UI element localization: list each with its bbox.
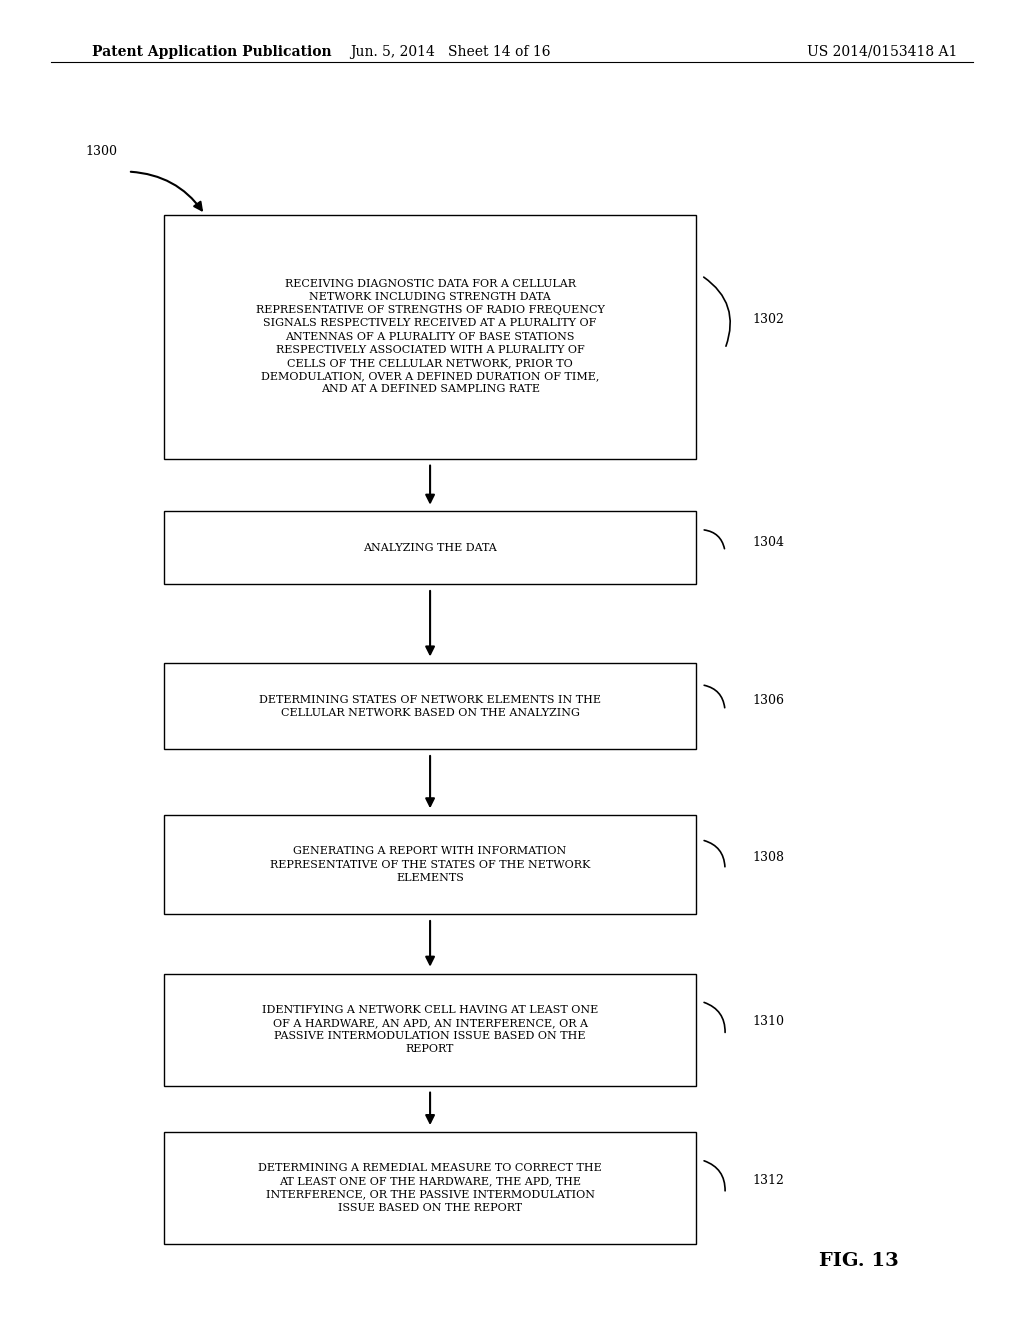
Bar [164,814,696,913]
Bar [164,974,696,1085]
Text: US 2014/0153418 A1: US 2014/0153418 A1 [807,45,957,59]
Bar [164,511,696,583]
Text: IDENTIFYING A NETWORK CELL HAVING AT LEAST ONE
OF A HARDWARE, AN APD, AN INTERFE: IDENTIFYING A NETWORK CELL HAVING AT LEA… [262,1005,598,1055]
Bar [164,664,696,750]
Text: ANALYZING THE DATA: ANALYZING THE DATA [364,543,497,553]
Text: 1312: 1312 [753,1173,784,1187]
Text: RECEIVING DIAGNOSTIC DATA FOR A CELLULAR
NETWORK INCLUDING STRENGTH DATA
REPRESE: RECEIVING DIAGNOSTIC DATA FOR A CELLULAR… [256,279,604,395]
Text: 1306: 1306 [753,694,784,706]
Text: FIG. 13: FIG. 13 [819,1251,899,1270]
Text: Patent Application Publication: Patent Application Publication [92,45,332,59]
Text: 1302: 1302 [753,313,784,326]
Bar [164,1133,696,1243]
Text: 1304: 1304 [753,536,784,549]
Text: 1300: 1300 [86,145,118,158]
Text: 1308: 1308 [753,851,784,865]
Text: 1310: 1310 [753,1015,784,1028]
Text: DETERMINING A REMEDIAL MEASURE TO CORRECT THE
AT LEAST ONE OF THE HARDWARE, THE : DETERMINING A REMEDIAL MEASURE TO CORREC… [258,1163,602,1213]
Text: GENERATING A REPORT WITH INFORMATION
REPRESENTATIVE OF THE STATES OF THE NETWORK: GENERATING A REPORT WITH INFORMATION REP… [270,846,590,883]
Bar [164,214,696,459]
Text: Jun. 5, 2014   Sheet 14 of 16: Jun. 5, 2014 Sheet 14 of 16 [350,45,551,59]
Text: DETERMINING STATES OF NETWORK ELEMENTS IN THE
CELLULAR NETWORK BASED ON THE ANAL: DETERMINING STATES OF NETWORK ELEMENTS I… [259,694,601,718]
